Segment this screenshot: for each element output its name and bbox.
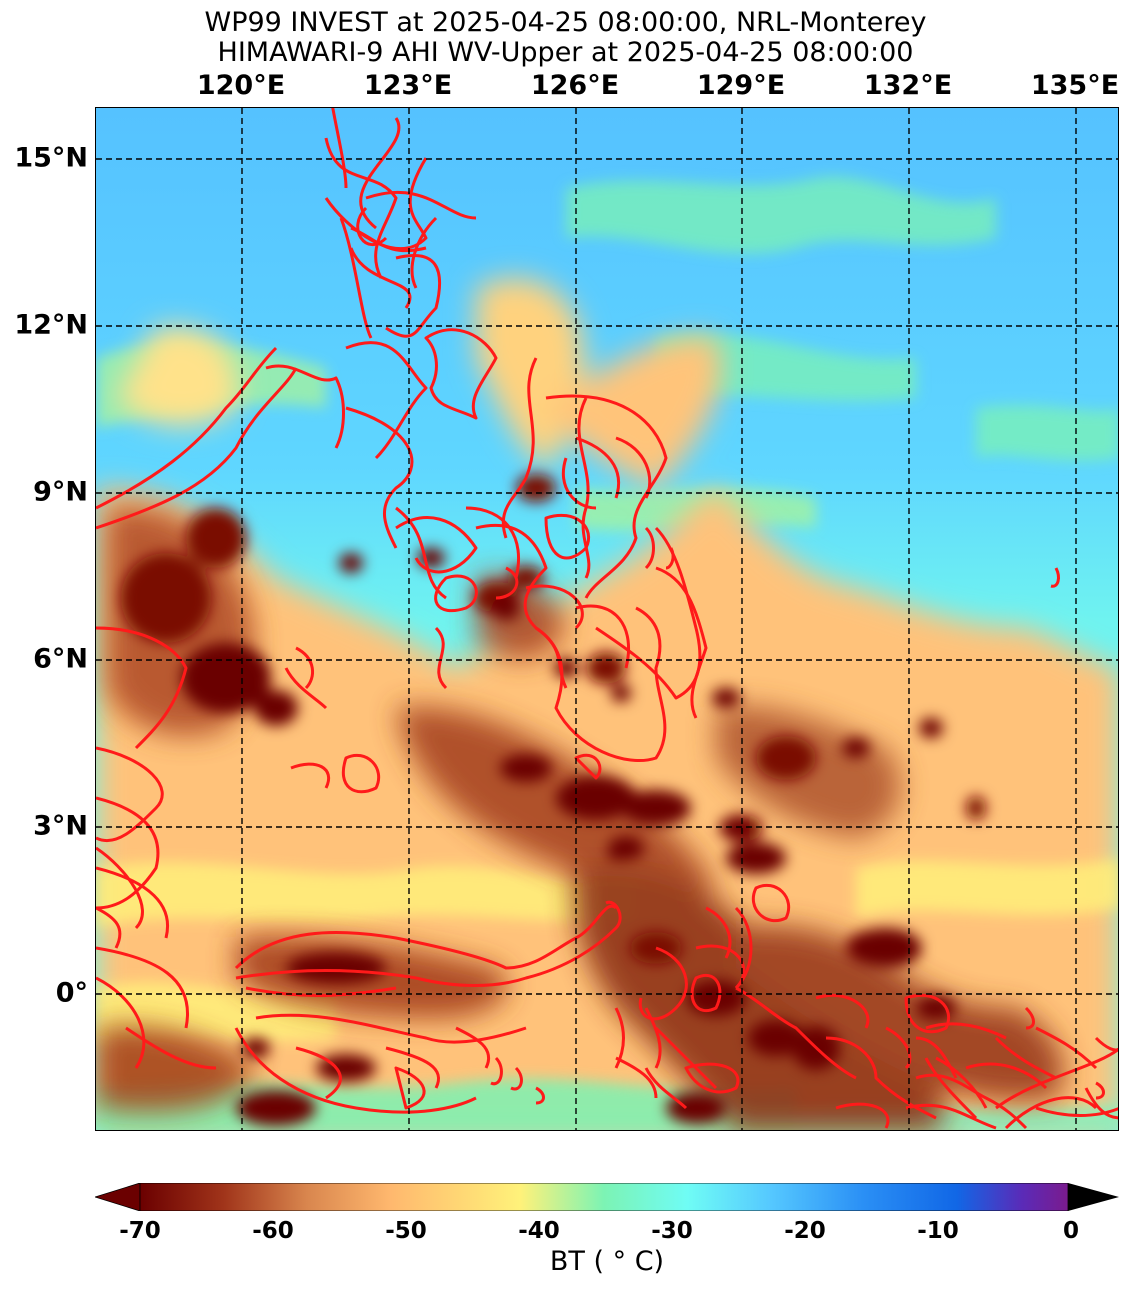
colorbar-tick-minus30: -30 [651,1218,693,1244]
lon-label-126e: 126°E [530,70,620,101]
coastlines [96,108,1118,1130]
cold-cloud-tops [121,474,986,1126]
colorbar-tick-minus10: -10 [917,1218,959,1244]
lat-label-0: 0° [55,977,88,1009]
colorbar-gradient [139,1183,1069,1211]
water-vapor-imagery [96,108,1118,1130]
colorbar [95,1183,1119,1211]
lat-label-12n: 12°N [14,309,88,341]
satellite-map[interactable] [95,107,1119,1131]
colorbar-min-extend [95,1183,141,1211]
colorbar-tick-minus20: -20 [784,1218,826,1244]
lat-label-6n: 6°N [33,643,88,675]
lat-label-9n: 9°N [33,476,88,508]
lon-label-135e: 135°E [1030,70,1120,101]
lat-label-3n: 3°N [33,810,88,842]
lon-label-129e: 129°E [696,70,786,101]
colorbar-tick-minus40: -40 [518,1218,560,1244]
lon-label-123e: 123°E [363,70,453,101]
map-title-line1: WP99 INVEST at 2025-04-25 08:00:00, NRL-… [204,7,927,38]
colorbar-tick-minus50: -50 [385,1218,427,1244]
lon-label-132e: 132°E [863,70,953,101]
colorbar-tick-minus70: -70 [119,1218,161,1244]
lon-label-120e: 120°E [196,70,286,101]
colorbar-tick-minus60: -60 [252,1218,294,1244]
graticule [96,108,1118,1130]
colorbar-max-extend [1068,1183,1119,1211]
map-title-line2: HIMAWARI-9 AHI WV-Upper at 2025-04-25 08… [217,37,914,68]
lat-label-15n: 15°N [14,142,88,174]
colorbar-tick-0: 0 [1062,1218,1080,1244]
colorbar-label: BT ( ° C) [549,1246,665,1277]
